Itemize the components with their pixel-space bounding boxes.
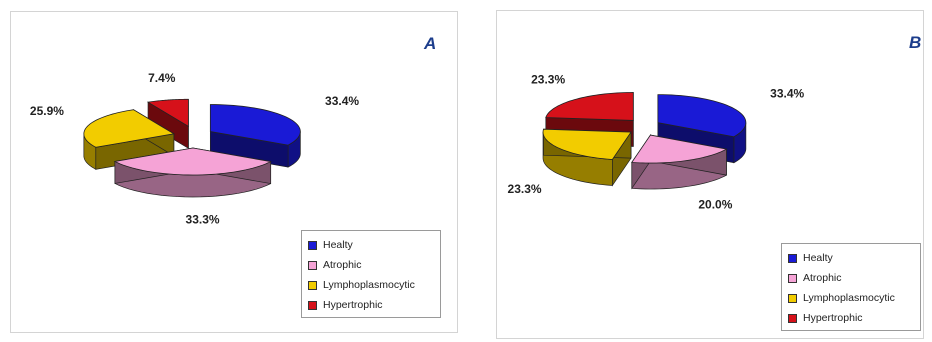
- pie-slice: [209, 104, 301, 168]
- legend-item: Lymphoplasmocytic: [308, 275, 434, 295]
- pie-slice: [631, 133, 728, 190]
- legend-b: Healty Atrophic Lymphoplasmocytic Hypert…: [781, 243, 921, 331]
- legend-item: Hypertrophic: [308, 295, 434, 315]
- slice-value-label: 20.0%: [698, 197, 732, 211]
- pie-slice: [657, 94, 747, 164]
- pie-slice: [146, 98, 189, 149]
- slice-value-label: 33.3%: [186, 212, 220, 226]
- legend-item: Hypertrophic: [788, 308, 914, 328]
- pie-slice-top: [209, 104, 301, 146]
- legend-swatch-icon: [788, 253, 797, 263]
- legend-a: Healty Atrophic Lymphoplasmocytic Hypert…: [301, 230, 441, 318]
- legend-label: Hypertrophic: [803, 312, 863, 324]
- legend-swatch-icon: [308, 300, 317, 310]
- legend-swatch-icon: [788, 273, 797, 283]
- pie-slice-top: [631, 134, 728, 164]
- panel-label-a: A: [424, 34, 437, 53]
- legend-item: Lymphoplasmocytic: [788, 288, 914, 308]
- pie-chart-b: 33.4% 20.0% 23.3% 23.3%: [508, 73, 805, 212]
- pie-slice: [113, 147, 272, 198]
- pie-slice-top: [542, 128, 632, 160]
- legend-swatch-icon: [308, 240, 317, 250]
- legend-item: Atrophic: [308, 255, 434, 275]
- slice-value-label: 23.3%: [531, 73, 565, 87]
- pie-slice: [542, 128, 632, 187]
- pie-slice-top: [545, 92, 634, 121]
- legend-label: Healty: [323, 239, 353, 251]
- legend-label: Healty: [803, 252, 833, 264]
- slice-value-label: 33.4%: [325, 94, 359, 108]
- legend-item: Atrophic: [788, 268, 914, 288]
- pie-chart-a: 33.4% 33.3% 25.9% 7.4%: [30, 71, 359, 226]
- legend-label: Lymphoplasmocytic: [803, 292, 895, 304]
- legend-swatch-icon: [308, 260, 317, 270]
- chart-panel-b: B 33.4% 20.0% 23.3% 23.3% Healty Atrophic L…: [496, 10, 924, 339]
- legend-swatch-icon: [788, 293, 797, 303]
- legend-swatch-icon: [308, 280, 317, 290]
- legend-item: Healty: [788, 248, 914, 268]
- pie-slice-top: [83, 109, 175, 148]
- pie-slice-top: [146, 98, 189, 128]
- legend-label: Atrophic: [323, 259, 362, 271]
- slice-value-label: 23.3%: [508, 182, 542, 196]
- legend-label: Lymphoplasmocytic: [323, 279, 415, 291]
- chart-panel-a: A 33.4% 33.3% 25.9% 7.4% Healty Atrophic Ly…: [10, 11, 458, 333]
- legend-label: Atrophic: [803, 272, 842, 284]
- pie-slice-top: [113, 147, 272, 176]
- legend-item: Healty: [308, 235, 434, 255]
- pie-slice: [83, 109, 175, 170]
- slice-value-label: 33.4%: [770, 86, 804, 100]
- panel-label-b: B: [909, 33, 922, 52]
- legend-label: Hypertrophic: [323, 299, 383, 311]
- slice-value-label: 25.9%: [30, 104, 64, 118]
- pie-slice-top: [657, 94, 747, 138]
- legend-swatch-icon: [788, 313, 797, 323]
- slice-value-label: 7.4%: [148, 71, 176, 85]
